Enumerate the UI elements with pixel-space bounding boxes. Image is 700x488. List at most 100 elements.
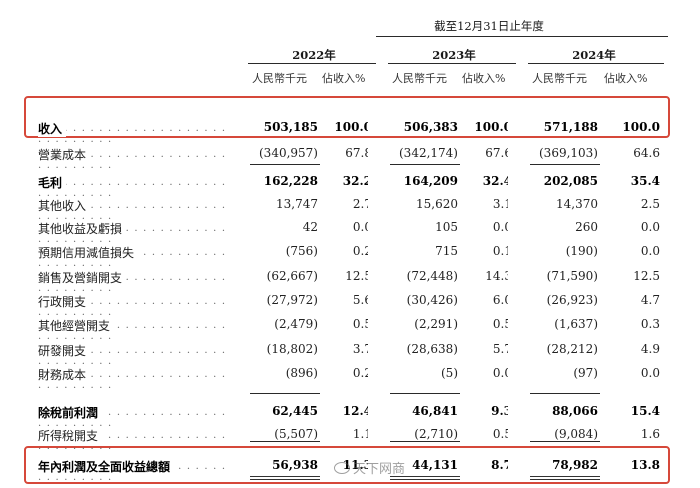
weibo-icon (334, 462, 350, 474)
dot-leader: . . . . . . . . . . . . . . . . . . . . … (38, 272, 236, 294)
cost-underline-2023 (390, 164, 460, 165)
dot-leader: . . . . . . . . . . . . . . . . . . . . … (38, 320, 236, 342)
percent-cell: 14.3 (485, 269, 512, 283)
tax-underline-2023 (390, 441, 460, 442)
unit-pct-2023: 佔收入% (462, 72, 506, 85)
amount-cell: 14,370 (508, 197, 598, 211)
percent-cell: 0.0 (640, 366, 660, 380)
unit-pct-2024: 佔收入% (604, 72, 648, 85)
period-rule (376, 36, 668, 37)
total-double-underline-2023 (390, 476, 460, 480)
row-label: 其他經營開支 (38, 317, 115, 334)
row-label: 毛利 (38, 174, 67, 191)
percent-cell: 100.0 (622, 120, 660, 134)
amount-cell: 503,185 (228, 120, 318, 134)
percent-cell: 9.3 (491, 404, 512, 418)
dot-leader: . . . . . . . . . . . . . . . . . . . . … (38, 149, 236, 171)
unit-amount-2023: 人民幣千元 (392, 72, 447, 85)
dot-leader: . . . . . . . . . . . . . . . . . . . . … (38, 123, 236, 145)
percent-cell: 0.0 (352, 220, 372, 234)
percent-cell: 0.0 (492, 366, 512, 380)
percent-cell: 2.7 (352, 197, 372, 211)
percent-cell: 64.6 (633, 146, 660, 160)
row-label: 除稅前利潤 (38, 404, 103, 421)
percent-cell: 2.5 (640, 197, 660, 211)
amount-cell: 42 (228, 220, 318, 234)
amount-cell: 56,938 (228, 458, 318, 472)
percent-cell: 12.5 (633, 269, 660, 283)
percent-cell: 32.2 (342, 174, 372, 188)
percent-cell: 8.7 (491, 458, 512, 472)
watermark-text: 天下网商 (353, 462, 406, 477)
tax-underline-2022 (250, 441, 320, 442)
amount-cell: (896) (228, 366, 318, 380)
dot-leader: . . . . . . . . . . . . . . . . . . . . … (38, 430, 236, 452)
amount-cell: (28,638) (368, 342, 458, 356)
amount-cell: (71,590) (508, 269, 598, 283)
year-2022: 2022年 (292, 48, 336, 62)
amount-cell: 105 (368, 220, 458, 234)
percent-cell: 67.8 (345, 146, 372, 160)
percent-cell: 13.8 (630, 458, 660, 472)
amount-cell: (26,923) (508, 293, 598, 307)
cost-underline-2024 (530, 164, 600, 165)
amount-cell: (28,212) (508, 342, 598, 356)
percent-cell: 67.6 (485, 146, 512, 160)
percent-cell: 4.9 (640, 342, 660, 356)
table-row: . . . . . . . . . . . . . . . . . . . . … (0, 171, 700, 199)
amount-cell: (5,507) (228, 427, 318, 441)
amount-cell: (1,637) (508, 317, 598, 331)
amount-cell: 46,841 (368, 404, 458, 418)
percent-cell: 6.0 (492, 293, 512, 307)
revenue-highlight-box (24, 96, 670, 138)
row-label: 營業成本 (38, 146, 91, 163)
pbt-overline-2023 (390, 393, 460, 394)
table-row: . . . . . . . . . . . . . . . . . . . . … (0, 363, 700, 391)
percent-cell: 1.6 (640, 427, 660, 441)
percent-cell: 0.5 (492, 317, 512, 331)
percent-cell: 3.7 (352, 342, 372, 356)
dot-leader: . . . . . . . . . . . . . . . . . . . . … (38, 407, 236, 429)
dot-leader: . . . . . . . . . . . . . . . . . . . . … (38, 369, 236, 391)
percent-cell: 4.7 (640, 293, 660, 307)
row-label: 收入 (38, 120, 67, 137)
amount-cell: 715 (368, 244, 458, 258)
dot-leader: . . . . . . . . . . . . . . . . . . . . … (38, 200, 236, 222)
period-heading: 截至12月31日止年度 (434, 19, 544, 33)
tax-underline-2024 (530, 441, 600, 442)
table-row: . . . . . . . . . . . . . . . . . . . . … (0, 194, 700, 222)
unit-amount-2022: 人民幣千元 (252, 72, 307, 85)
percent-cell: 15.4 (630, 404, 660, 418)
year-rule-2023 (388, 63, 516, 64)
percent-cell: 0.0 (492, 220, 512, 234)
amount-cell: (27,972) (228, 293, 318, 307)
amount-cell: (342,174) (368, 146, 458, 160)
year-rule-2022 (248, 63, 376, 64)
amount-cell: 260 (508, 220, 598, 234)
table-row: . . . . . . . . . . . . . . . . . . . . … (0, 143, 700, 171)
percent-cell: 1.1 (352, 427, 372, 441)
amount-cell: (756) (228, 244, 318, 258)
year-2024: 2024年 (572, 48, 616, 62)
percent-cell: 12.5 (345, 269, 372, 283)
table-row: . . . . . . . . . . . . . . . . . . . . … (0, 266, 700, 294)
amount-cell: (62,667) (228, 269, 318, 283)
row-label: 財務成本 (38, 366, 91, 383)
amount-cell: (97) (508, 366, 598, 380)
amount-cell: 62,445 (228, 404, 318, 418)
percent-cell: 0.5 (352, 317, 372, 331)
table-row: . . . . . . . . . . . . . . . . . . . . … (0, 401, 700, 429)
percent-cell: 5.7 (492, 342, 512, 356)
percent-cell: 0.2 (352, 244, 372, 258)
percent-cell: 0.2 (352, 366, 372, 380)
percent-cell: 0.5 (492, 427, 512, 441)
pbt-overline-2024 (530, 393, 600, 394)
dot-leader: . . . . . . . . . . . . . . . . . . . . … (38, 345, 236, 367)
amount-cell: 78,982 (508, 458, 598, 472)
dot-leader: . . . . . . . . . . . . . . . . . . . . … (38, 296, 236, 318)
amount-cell: (369,103) (508, 146, 598, 160)
row-label: 銷售及營銷開支 (38, 269, 127, 286)
table-row: . . . . . . . . . . . . . . . . . . . . … (0, 241, 700, 269)
row-label: 其他收益及虧損 (38, 220, 127, 237)
amount-cell: 44,131 (368, 458, 458, 472)
